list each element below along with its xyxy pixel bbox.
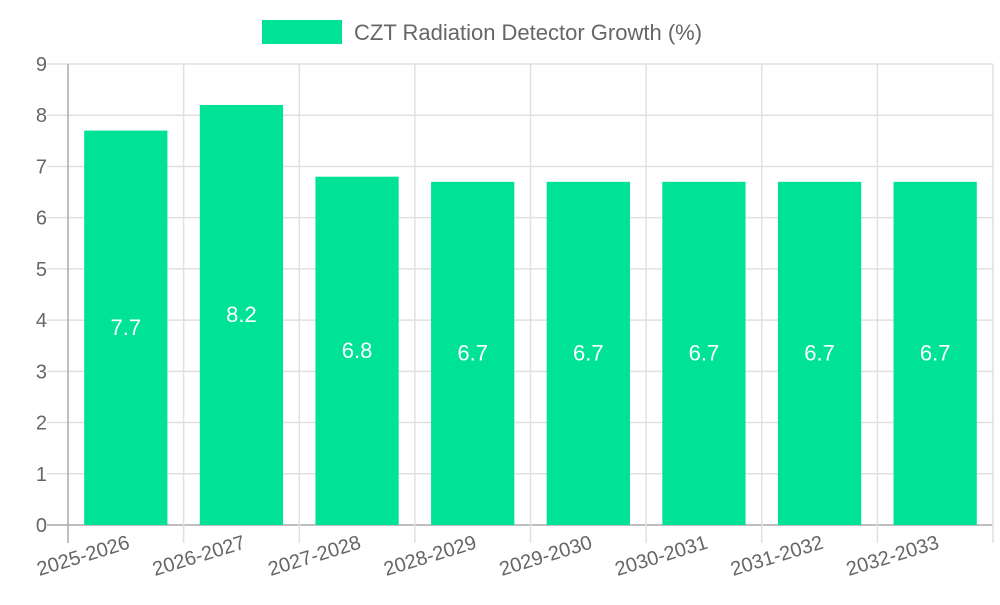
x-tick-label: 2025-2026 xyxy=(34,532,132,581)
x-tick-label: 2029-2030 xyxy=(497,532,595,581)
bar[interactable] xyxy=(199,104,284,525)
bar[interactable] xyxy=(662,181,746,526)
data-label: 8.2 xyxy=(226,302,257,327)
bar[interactable] xyxy=(546,181,630,526)
y-tick-label: 2 xyxy=(36,413,47,435)
y-tick-label: 5 xyxy=(36,259,47,281)
x-axis-ticks: 2025-2026 2026-2027 2027-2028 2028-2029 2029… xyxy=(34,532,941,581)
bar[interactable] xyxy=(431,181,515,526)
y-tick-label: 1 xyxy=(36,464,47,486)
y-tick-label: 4 xyxy=(36,310,47,332)
x-tick-label: 2028-2029 xyxy=(381,532,479,581)
bar[interactable] xyxy=(84,130,168,526)
data-label: 6.7 xyxy=(689,340,720,365)
data-label: 6.8 xyxy=(342,338,373,363)
bar[interactable] xyxy=(893,181,977,526)
data-label: 7.7 xyxy=(111,315,142,340)
data-label: 6.7 xyxy=(457,340,488,365)
data-label: 6.7 xyxy=(920,340,951,365)
bar[interactable] xyxy=(777,181,862,526)
y-tick-label: 9 xyxy=(36,54,47,76)
x-tick-label: 2030-2031 xyxy=(612,532,710,581)
bars xyxy=(84,104,977,526)
legend[interactable]: CZT Radiation Detector Growth (%) xyxy=(262,20,702,45)
y-axis-ticks: 0 1 2 3 4 5 6 7 8 9 xyxy=(36,54,47,537)
legend-swatch xyxy=(262,20,342,44)
x-tick-label: 2031-2032 xyxy=(728,532,826,581)
data-label: 6.7 xyxy=(573,340,604,365)
y-tick-label: 0 xyxy=(36,515,47,537)
data-label: 6.7 xyxy=(804,340,835,365)
x-tick-label: 2032-2033 xyxy=(844,532,942,581)
x-tick-label: 2027-2028 xyxy=(266,532,364,581)
y-tick-label: 8 xyxy=(36,105,47,127)
y-tick-label: 7 xyxy=(36,156,47,178)
y-tick-label: 3 xyxy=(36,361,47,383)
bar[interactable] xyxy=(315,176,399,525)
data-labels: 7.7 8.2 6.8 6.7 6.7 6.7 6.7 6.7 xyxy=(111,302,951,365)
y-tick-label: 6 xyxy=(36,208,47,230)
x-tick-label: 2026-2027 xyxy=(150,532,248,581)
legend-label: CZT Radiation Detector Growth (%) xyxy=(354,20,702,45)
